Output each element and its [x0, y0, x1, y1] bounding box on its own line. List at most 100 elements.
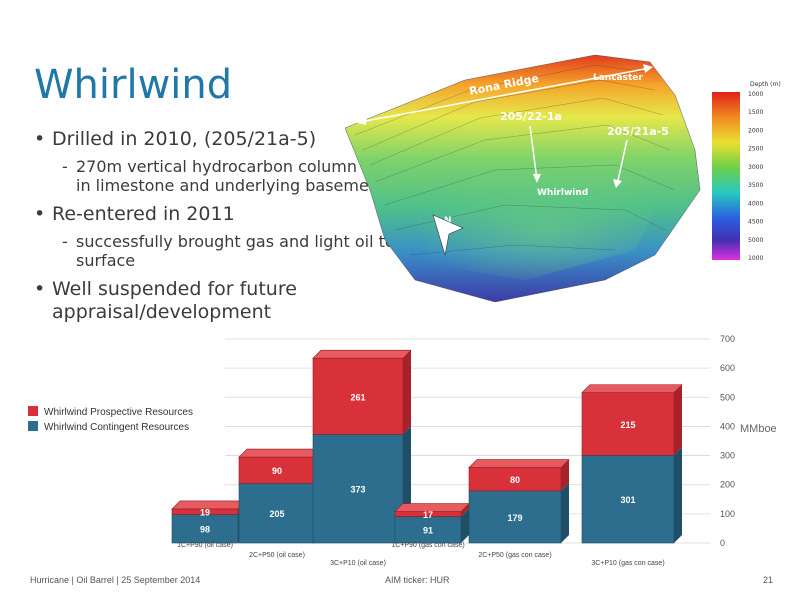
bullet-2-sub: - successfully brought gas and light oil …	[62, 232, 414, 270]
bullet-1-sub-text: 270m vertical hydrocarbon column found i…	[76, 157, 408, 195]
resources-chart: 0 100 200 300 400 500 600 700 98 19 205 90 373 261 91…	[28, 334, 777, 567]
value-label-contingent: 98	[200, 525, 210, 535]
bullet-3-text: Well suspended for future appraisal/deve…	[52, 278, 297, 323]
bar-side-contingent	[561, 482, 569, 543]
depth-legend-title: Depth (m)	[750, 81, 781, 88]
y-tick-label: 300	[720, 451, 735, 461]
legend-label-prospective: Whirlwind Prospective Resources	[44, 407, 193, 418]
value-label-contingent: 301	[620, 495, 635, 505]
footer-text: Hurricane | Oil Barrel | 25 September 20…	[30, 575, 201, 585]
bar-stack: 373 261	[312, 349, 412, 544]
depth-tick-label: 2000	[748, 127, 763, 134]
bar-contingent	[394, 516, 462, 544]
legend-swatch-contingent	[28, 421, 38, 431]
bar-cap	[238, 448, 324, 458]
y-axis-label: MMboe	[740, 423, 777, 435]
label-whirlwind-field: Whirlwind	[537, 188, 588, 198]
y-tick-label: 600	[720, 363, 735, 373]
well2-arrow	[616, 139, 628, 186]
bar-side-prospective	[403, 350, 411, 435]
y-axis: 0 100 200 300 400 500 600 700	[720, 334, 735, 548]
depth-tick-label: 4000	[748, 200, 763, 207]
bar-cap	[581, 384, 683, 393]
y-tick-label: 100	[720, 509, 735, 519]
depth-tick-label: 3500	[748, 182, 763, 189]
bar-stack: 205 90	[238, 448, 324, 544]
bar-stack: 179 80	[468, 459, 570, 544]
value-label-prospective: 17	[423, 510, 433, 520]
value-label-contingent: 205	[269, 509, 284, 519]
bar-stack: 301 215	[581, 384, 683, 544]
depth-legend: Depth (m) 1000 1500 2000 2500 3000 3500 4000 45…	[712, 81, 781, 262]
bar-stacks: 98 19 205 90 373 261 91 17 179 80 301 215	[171, 349, 683, 544]
bar-contingent	[581, 454, 675, 544]
bar-contingent	[238, 482, 316, 544]
legend-label-contingent: Whirlwind Contingent Resources	[44, 422, 189, 433]
bullet-2-sub-text: successfully brought gas and light oil t…	[76, 232, 395, 270]
bar-stack: 98 19	[171, 500, 247, 544]
bar-contingent	[468, 490, 562, 544]
bar-prospective	[312, 357, 404, 435]
well1-arrow	[529, 125, 538, 181]
y-tick-label: 0	[720, 538, 725, 548]
depth-ticks: 1000 1500 2000 2500 3000 3500 4000 4500 5000 1000	[748, 91, 763, 262]
depth-tick-label: 1500	[748, 109, 763, 116]
x-tick-label: 2C+P50 (gas con case)	[478, 552, 551, 559]
y-tick-label: 500	[720, 392, 735, 402]
legend-swatch-prospective	[28, 406, 38, 416]
value-label-contingent: 373	[350, 485, 365, 495]
label-lancaster: Lancaster	[593, 73, 643, 83]
ridge-arrowhead-left	[357, 117, 367, 125]
bar-cap	[468, 459, 570, 468]
label-well-205-21a-5: 205/21a-5	[607, 125, 669, 138]
bar-side-prospective	[674, 384, 682, 456]
depth-map: Rona Ridge Lancaster 205/22-1a 205/21a-5…	[345, 54, 701, 302]
bar-contingent	[171, 514, 239, 544]
bar-side-contingent	[461, 508, 469, 543]
depth-tick-label: 1000	[748, 255, 763, 262]
north-arrow-icon	[432, 214, 464, 256]
value-label-prospective: 19	[200, 508, 210, 518]
value-label-contingent: 179	[507, 513, 522, 523]
depth-tick-label: 2500	[748, 146, 763, 153]
map-basin	[400, 155, 665, 280]
bar-stack: 91 17	[394, 503, 470, 544]
bullet-2: • Re-entered in 2011	[34, 203, 235, 225]
depth-tick-label: 5000	[748, 237, 763, 244]
slide-title: Whirlwind	[34, 62, 233, 108]
bullet-2-text: Re-entered in 2011	[52, 203, 235, 225]
bar-side-contingent	[674, 447, 682, 543]
chart-legend: Whirlwind Prospective Resources Whirlwin…	[28, 406, 193, 433]
bullet-3: • Well suspended for future appraisal/dev…	[34, 278, 414, 324]
bar-side-prospective	[461, 503, 469, 517]
ridge-arrowhead-right	[643, 64, 653, 73]
y-tick-label: 700	[720, 334, 735, 344]
label-north: N	[444, 216, 452, 226]
depth-colorbar	[712, 92, 740, 260]
label-well-205-22-1a: 205/22-1a	[500, 110, 562, 123]
ridge-arrow	[359, 67, 651, 123]
value-label-prospective: 261	[350, 392, 365, 402]
x-tick-label: 1C+P90 (oil case)	[177, 542, 233, 549]
depth-tick-label: 3000	[748, 164, 763, 171]
bar-prospective	[238, 456, 316, 484]
x-tick-label: 2C+P50 (oil case)	[249, 552, 305, 559]
bar-cap	[312, 349, 412, 359]
y-tick-label: 200	[720, 480, 735, 490]
page-number: 21	[763, 575, 774, 585]
bullet-1-sub: -270m vertical hydrocarbon column found …	[62, 157, 414, 195]
value-label-prospective: 80	[510, 475, 520, 485]
depth-tick-label: 4500	[748, 219, 763, 226]
x-tick-label: 3C+P10 (oil case)	[330, 560, 386, 567]
bullet-1-text: Drilled in 2010, (205/21a-5)	[52, 128, 317, 150]
value-label-prospective: 215	[620, 420, 635, 430]
x-axis-labels: 1C+P90 (oil case) 2C+P50 (oil case) 3C+P10…	[177, 542, 665, 567]
x-tick-label: 1C+P90 (gas con case)	[391, 542, 464, 549]
value-label-contingent: 91	[423, 526, 433, 536]
x-tick-label: 3C+P10 (gas con case)	[591, 560, 664, 567]
bar-prospective	[581, 392, 675, 456]
bar-side-prospective	[561, 459, 569, 491]
contour-lines	[354, 64, 676, 256]
bullet-1: • Drilled in 2010, (205/21a-5)	[34, 128, 317, 150]
y-tick-label: 400	[720, 421, 735, 431]
